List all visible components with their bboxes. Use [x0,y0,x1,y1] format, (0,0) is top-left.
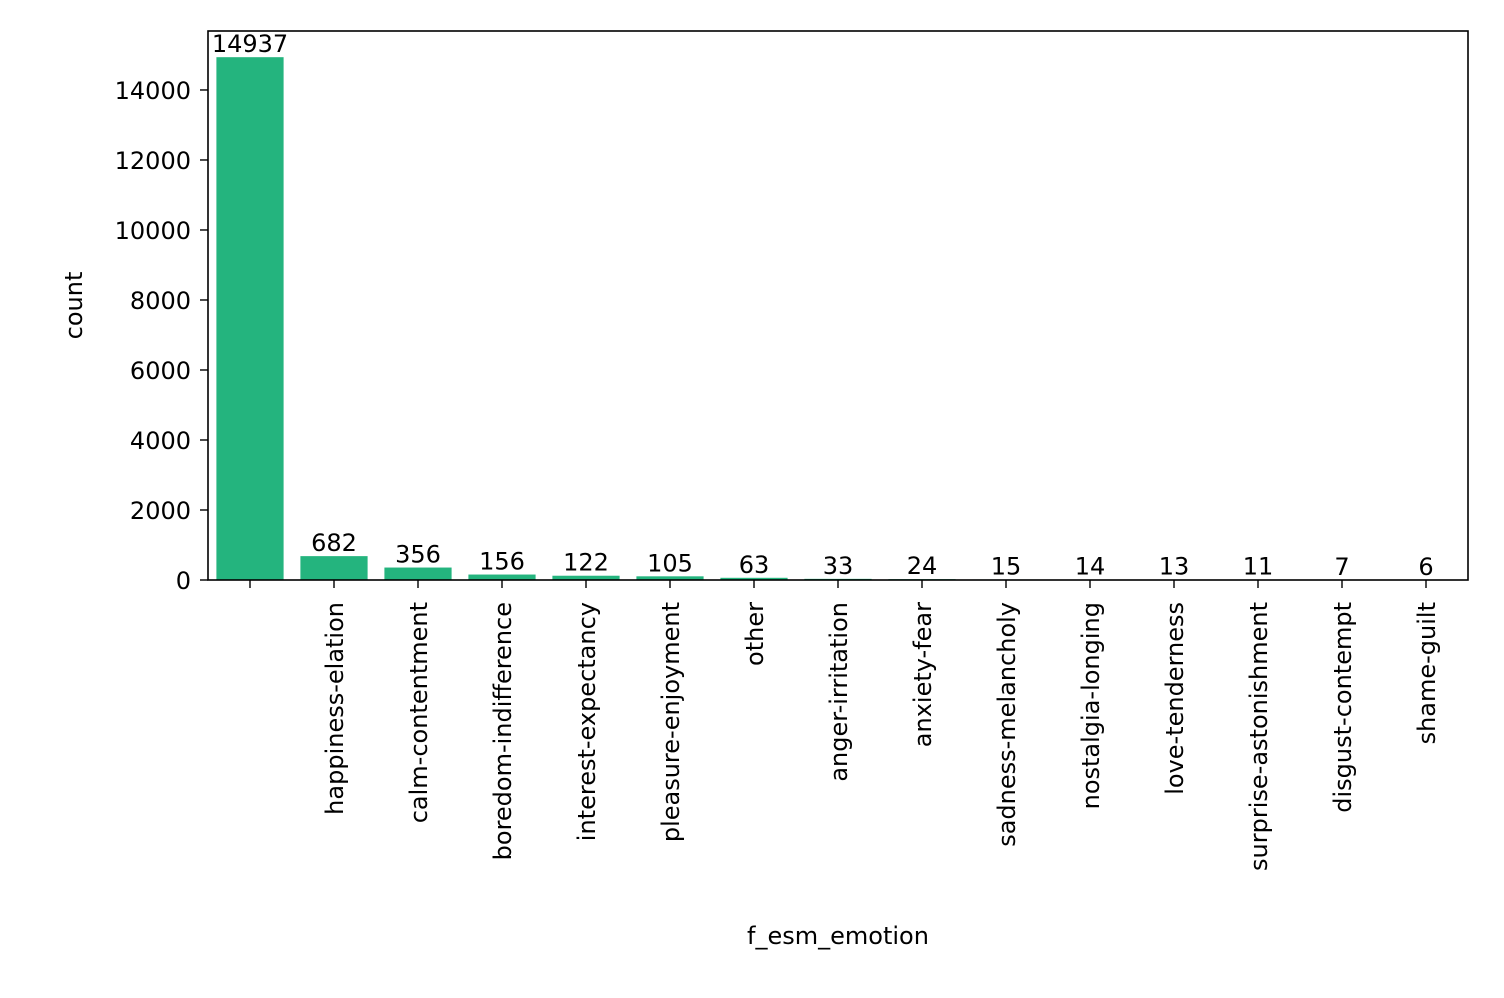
bar [636,576,704,580]
x-tick-label: sadness-melancholy [993,602,1021,847]
x-tick-label: disgust-contempt [1329,602,1357,813]
bar-value-label: 24 [907,552,938,580]
bars-group [216,57,1460,580]
x-axis: happiness-elation calm-contentment boredom… [249,580,1441,871]
y-tick-label: 12000 [115,147,191,175]
x-tick-label: nostalgia-longing [1077,602,1105,809]
x-tick-label: interest-expectancy [573,602,601,841]
bar-value-label: 63 [739,551,770,579]
bar-value-label: 14937 [212,30,288,58]
y-tick-label: 4000 [130,427,191,455]
x-tick-label: shame-guilt [1413,602,1441,744]
y-tick-label: 2000 [130,497,191,525]
x-tick-label: happiness-elation [321,602,349,815]
y-tick-label: 6000 [130,357,191,385]
x-tick-label: love-tenderness [1161,602,1189,795]
y-tick-label: 14000 [115,77,191,105]
y-axis: 0 2000 4000 6000 8000 10000 12000 14000 [115,77,208,595]
y-tick-label: 0 [176,567,191,595]
bar-value-label: 14 [1075,553,1106,581]
x-tick-label: surprise-astonishment [1245,602,1273,871]
bar-value-label: 11 [1243,553,1274,581]
bar-value-label: 7 [1334,553,1349,581]
bar-value-label: 13 [1159,553,1190,581]
y-tick-label: 10000 [115,217,191,245]
bar [216,57,284,580]
plot-frame [207,30,1469,581]
bar [300,556,368,580]
bar [720,577,788,580]
x-tick-label: calm-contentment [405,602,433,823]
bar-value-label: 356 [395,541,441,569]
bar [468,574,536,580]
bar-value-label: 156 [479,548,525,576]
x-tick-label: pleasure-enjoyment [657,602,685,842]
bar-value-label: 15 [991,552,1022,580]
x-tick-label: boredom-indifference [489,602,517,860]
x-tick-label: anger-irritation [825,602,853,782]
bar-labels-group: 14937 682 356 156 122 105 63 33 24 15 14 13 11 7 6 [212,30,1434,581]
y-tick-label: 8000 [130,287,191,315]
bar-value-label: 6 [1418,553,1433,581]
bar-value-label: 122 [563,549,609,577]
bar-value-label: 682 [311,529,357,557]
y-axis-title: count [60,272,88,340]
x-tick-label: other [741,602,769,666]
bar [552,575,620,580]
bar-value-label: 33 [823,552,854,580]
bar-value-label: 105 [647,549,693,577]
x-axis-title: f_esm_emotion [747,922,929,950]
bar [384,567,452,580]
x-tick-label: anxiety-fear [909,602,937,747]
